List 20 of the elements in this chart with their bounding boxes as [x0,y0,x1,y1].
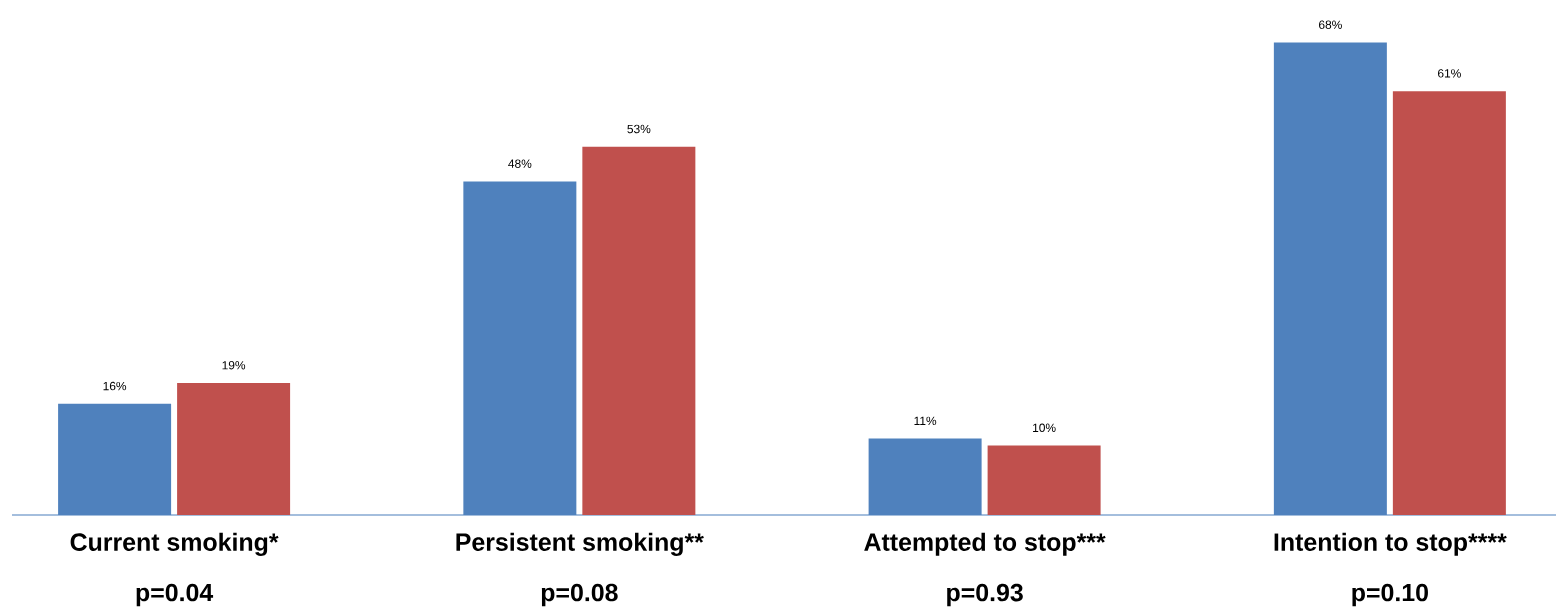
data-label: 53% [627,124,651,134]
bar [1392,91,1506,515]
bar [987,445,1101,515]
x-tick-label: Intention to stop**** [1274,532,1507,556]
data-label: 48% [508,159,532,168]
data-label: 10% [1033,423,1056,432]
data-label: 16% [103,381,127,391]
bar [177,382,291,515]
bar [582,146,696,515]
text: p=0.10 [1352,583,1428,607]
data-label: 68% [1319,20,1342,29]
text: p=0.08 [541,583,618,607]
x-tick-label: Current smoking* [70,532,279,556]
x-tick-label: Attempted to stop*** [864,532,1106,556]
data-label: 19% [222,361,246,370]
text: p=0.04 [136,583,214,607]
data-label: 61% [1438,69,1461,78]
x-tick-label: Persistent smoking** [456,532,704,556]
text: p=0.93 [947,583,1023,607]
data-label: 11% [914,416,937,426]
